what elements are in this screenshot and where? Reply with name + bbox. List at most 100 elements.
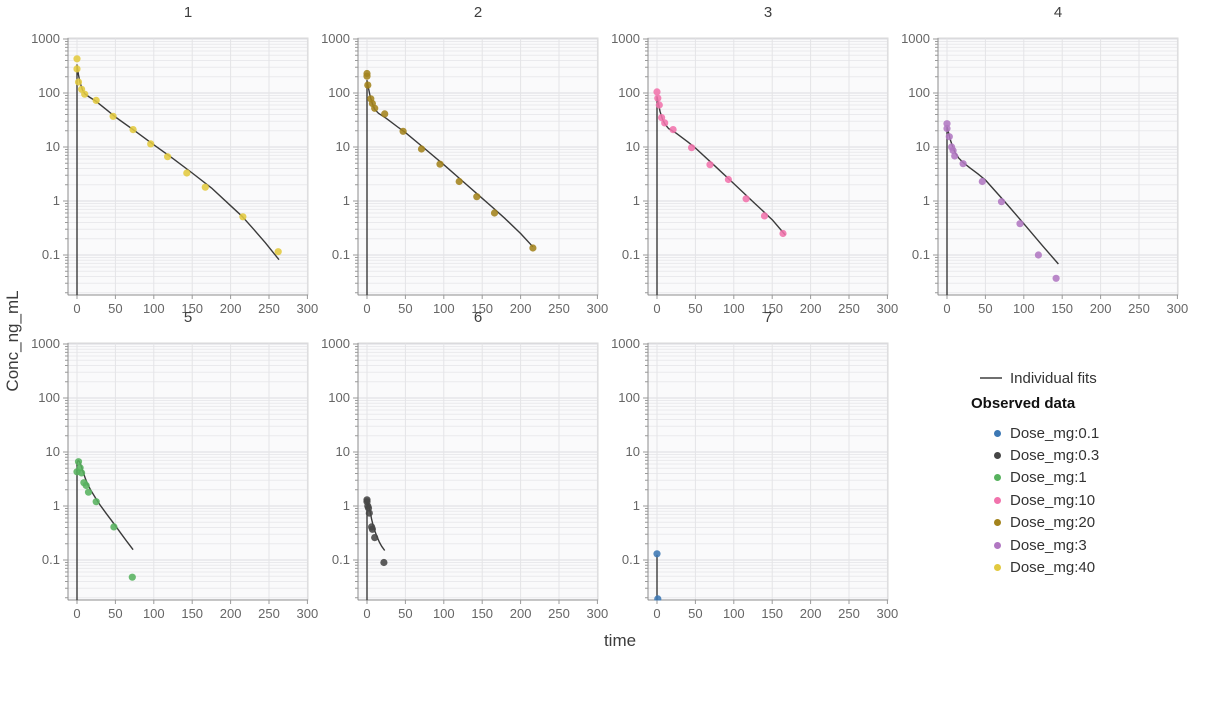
dose-color-dot (994, 474, 1001, 482)
x-axis: 0 50 100 150 200 250 300 (68, 599, 318, 621)
x-tick-label: 50 (688, 606, 702, 621)
obs-point (371, 104, 379, 112)
dose-label: Dose_mg:40 (1010, 559, 1096, 577)
obs-point (74, 458, 83, 466)
subplot-7: 7 1000 100 10 1 0.1 0 50 100 150 200 250 300 (602, 305, 898, 627)
y-tick-label: 0.1 (622, 552, 640, 567)
x-axis: 0 50 100 150 200 250 300 (358, 599, 608, 621)
obs-point (368, 525, 376, 533)
y-tick-label: 100 (38, 390, 60, 405)
y-tick-label: 1000 (31, 31, 60, 46)
observed-points (653, 550, 662, 601)
x-tick-label: 300 (297, 301, 318, 316)
x-tick-label: 50 (398, 606, 412, 621)
obs-point (945, 133, 953, 141)
y-tick-label: 1000 (901, 31, 930, 46)
plot-background (68, 343, 308, 600)
x-tick-label: 0 (73, 301, 80, 316)
y-tick-label: 0.1 (332, 247, 350, 262)
subplot-1: 1 1000 100 10 1 0.1 0 50 100 150 200 250 300 (22, 0, 318, 322)
obs-point (183, 169, 191, 177)
x-tick-label: 200 (510, 301, 532, 316)
plot-background (648, 38, 888, 295)
x-tick-label: 0 (653, 606, 660, 621)
dose-label: Dose_mg:20 (1010, 514, 1096, 532)
x-tick-label: 250 (838, 606, 860, 621)
obs-point (274, 248, 282, 256)
x-tick-label: 250 (548, 606, 570, 621)
subplot-5-canvas: 1000 100 10 1 0.1 0 50 100 150 200 250 300 (31, 336, 318, 621)
x-tick-label: 50 (108, 301, 122, 316)
gridlines (648, 38, 888, 295)
subplot-3: 3 1000 100 10 1 0.1 0 50 100 150 200 250 300 (602, 0, 898, 322)
subplot-3-title: 3 (763, 4, 773, 21)
plot-data (363, 69, 537, 296)
obs-point (417, 145, 426, 153)
legend-item: Dose_mg:1 (994, 467, 1178, 489)
obs-point (490, 209, 499, 217)
y-tick-label: 1 (923, 193, 930, 208)
y-axis: 1000 100 10 1 0.1 (611, 31, 649, 295)
observed-points (363, 496, 388, 567)
x-tick-label: 100 (723, 301, 745, 316)
x-tick-label: 150 (761, 606, 783, 621)
subplot-7-title: 7 (763, 309, 773, 326)
x-tick-label: 200 (1090, 301, 1112, 316)
fit-label: Individual fits (1010, 369, 1097, 387)
obs-point (455, 177, 463, 186)
obs-point (669, 126, 677, 134)
obs-point (779, 229, 787, 238)
legend-fit-entry: Individual fits (980, 366, 1178, 390)
plot-data (653, 550, 662, 601)
y-tick-label: 1 (53, 193, 60, 208)
x-tick-label: 0 (363, 301, 370, 316)
obs-point (73, 65, 81, 73)
subplot-4-title: 4 (1053, 4, 1063, 21)
dose-color-dot (994, 564, 1001, 572)
gridlines (938, 38, 1178, 295)
x-tick-label: 200 (220, 301, 242, 316)
y-tick-label: 100 (328, 390, 350, 405)
x-tick-label: 100 (433, 301, 455, 316)
x-tick-label: 150 (181, 606, 203, 621)
obs-point (239, 213, 247, 221)
obs-point (724, 175, 732, 184)
obs-point (436, 160, 444, 168)
y-axis: 1000 100 10 1 0.1 (901, 31, 939, 295)
obs-point (364, 81, 372, 89)
y-tick-label: 1000 (321, 336, 350, 351)
y-tick-label: 10 (46, 139, 60, 154)
x-tick-label: 50 (978, 301, 992, 316)
x-tick-label: 300 (587, 606, 608, 621)
obs-point (688, 144, 696, 152)
x-tick-label: 150 (761, 301, 783, 316)
x-tick-label: 0 (943, 301, 950, 316)
obs-point (997, 198, 1006, 206)
y-axis: 1000 100 10 1 0.1 (31, 31, 69, 295)
subplot-6: 6 1000 100 10 1 0.1 0 50 100 150 200 250 300 (312, 305, 608, 627)
subplot-4-canvas: 1000 100 10 1 0.1 0 50 100 150 200 250 300 (901, 31, 1188, 316)
x-axis: 0 50 100 150 200 250 300 (648, 599, 898, 621)
dose-color-dot (994, 541, 1001, 549)
subplot-6-title: 6 (473, 309, 483, 326)
subplot-1-canvas: 1000 100 10 1 0.1 0 50 100 150 200 250 300 (31, 31, 318, 316)
obs-point (653, 88, 661, 96)
x-tick-label: 150 (181, 301, 203, 316)
x-axis: 0 50 100 150 200 250 300 (648, 294, 898, 316)
observed-points (73, 458, 136, 581)
observed-points (363, 69, 537, 252)
x-tick-label: 0 (73, 606, 80, 621)
obs-point (128, 573, 136, 581)
obs-point (1034, 251, 1042, 259)
y-tick-label: 0.1 (42, 552, 60, 567)
dose-label: Dose_mg:0.3 (1010, 447, 1100, 465)
dose-color-dot (994, 429, 1001, 437)
y-tick-label: 10 (626, 139, 640, 154)
subplot-5: 5 1000 100 10 1 0.1 0 50 100 150 200 250 300 (22, 305, 318, 627)
obs-point (399, 127, 407, 135)
obs-point (201, 183, 209, 191)
x-tick-label: 250 (838, 301, 860, 316)
fit-line-swatch (980, 377, 1002, 379)
x-tick-label: 300 (877, 606, 898, 621)
x-tick-label: 200 (220, 606, 242, 621)
